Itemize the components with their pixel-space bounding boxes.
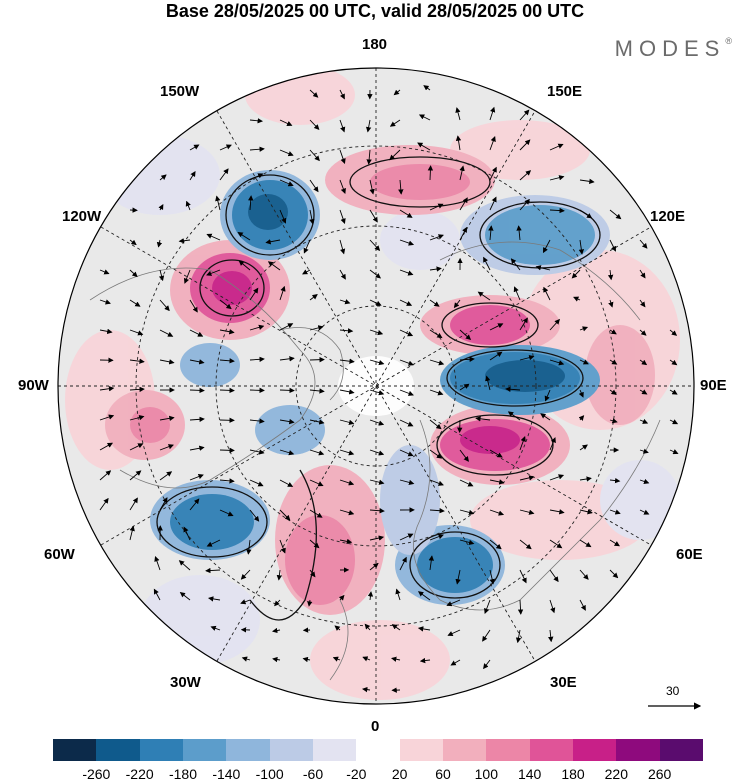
colorbar-swatch: [573, 739, 616, 761]
lon-label-0: 0: [371, 718, 379, 735]
wind-arrow: [190, 390, 204, 391]
colorbar-tick-label: 60: [435, 766, 451, 782]
lon-label-60w: 60W: [44, 546, 75, 563]
lon-label-150w: 150W: [160, 83, 199, 100]
colorbar-tick-label: -180: [169, 766, 197, 782]
lon-label-30e: 30E: [550, 674, 577, 691]
colorbar-swatch: [313, 739, 356, 761]
reference-vector-label: 30: [666, 684, 679, 698]
colorbar-tick-label: -220: [126, 766, 154, 782]
colorbar-tick-label: -60: [303, 766, 323, 782]
colorbar-tick-label: 140: [518, 766, 541, 782]
lon-label-150e: 150E: [547, 83, 582, 100]
colorbar-tick-label: 20: [392, 766, 408, 782]
lon-label-90e: 90E: [700, 377, 727, 394]
colorbar-tick-label: -140: [212, 766, 240, 782]
colorbar-swatch: [356, 739, 399, 761]
colorbar-swatch: [183, 739, 226, 761]
colorbar-swatch: [443, 739, 486, 761]
colorbar-tick-label: -100: [256, 766, 284, 782]
colorbar-swatch: [400, 739, 443, 761]
colorbar-swatch: [660, 739, 703, 761]
colorbar-swatch: [530, 739, 573, 761]
colorbar-swatch: [226, 739, 269, 761]
colorbar-swatch: [96, 739, 139, 761]
colorbar-swatch: [486, 739, 529, 761]
colorbar-tick-label: 100: [475, 766, 498, 782]
lon-label-30w: 30W: [170, 674, 201, 691]
wind-arrow: [430, 166, 431, 180]
colorbar-tick-label: 180: [561, 766, 584, 782]
colorbar-swatch: [270, 739, 313, 761]
colorbar-tick-label: 260: [648, 766, 671, 782]
lon-label-120e: 120E: [650, 208, 685, 225]
wind-arrow: [220, 390, 234, 391]
wind-arrow: [220, 450, 234, 451]
colorbar-swatch: [616, 739, 659, 761]
lon-label-180: 180: [362, 36, 387, 53]
colorbar: [53, 739, 703, 761]
colorbar-tick-label: 220: [605, 766, 628, 782]
lon-label-90w: 90W: [18, 377, 49, 394]
lon-label-120w: 120W: [62, 208, 101, 225]
wind-arrow: [280, 390, 294, 391]
colorbar-swatch: [140, 739, 183, 761]
colorbar-tick-label: -20: [346, 766, 366, 782]
colorbar-ticks: -260 -220 -180 -140 -100 -60 -20 20 60 100 140 180 2…: [0, 766, 750, 784]
wind-arrow: [310, 360, 324, 361]
colorbar-tick-label: -260: [82, 766, 110, 782]
colorbar-swatch: [53, 739, 96, 761]
lon-label-60e: 60E: [676, 546, 703, 563]
wind-arrow: [250, 390, 264, 391]
